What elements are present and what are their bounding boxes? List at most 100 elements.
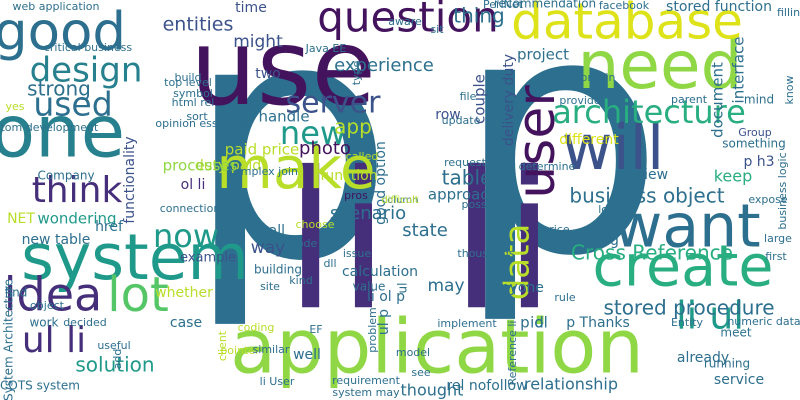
word-issue: issue bbox=[343, 247, 371, 260]
word-decided: decided bbox=[63, 316, 107, 329]
word-implement: implement bbox=[437, 317, 497, 330]
word-well: well bbox=[293, 347, 321, 363]
word-company: Company bbox=[37, 169, 94, 183]
word-ef: EF bbox=[309, 323, 322, 336]
word-meet: meet bbox=[720, 326, 751, 340]
word-java-ee: Java EE bbox=[305, 42, 347, 55]
word-lot: lot bbox=[107, 267, 169, 323]
word-top-level: top level bbox=[164, 76, 212, 89]
word-paid-price: paid price bbox=[225, 141, 300, 159]
word-see: see bbox=[411, 366, 430, 379]
word-good-option: good option bbox=[373, 141, 389, 225]
word-filling: filling bbox=[777, 6, 800, 19]
word-connection: connection bbox=[160, 202, 221, 215]
word-photo: photo bbox=[299, 138, 351, 159]
word-anyone: anyone bbox=[492, 280, 544, 296]
word-think: think bbox=[32, 170, 123, 211]
word-difficult: difficult bbox=[381, 195, 418, 206]
word-choose: choose bbox=[296, 218, 335, 231]
word-problem: problem bbox=[366, 307, 379, 353]
word-thousands: thousands bbox=[457, 247, 514, 260]
word-p: p bbox=[455, 0, 664, 328]
word-cots-system: COTS system bbox=[0, 379, 80, 393]
word-opinion-essential: opinion essential bbox=[155, 117, 248, 130]
word-work: work bbox=[29, 316, 58, 330]
word-new: new bbox=[280, 114, 346, 152]
word-time: time bbox=[235, 0, 267, 16]
word-already: already bbox=[677, 350, 729, 366]
word-load: load bbox=[598, 203, 622, 216]
word-using: using bbox=[581, 233, 619, 249]
word-might: might bbox=[233, 32, 283, 52]
word-determine: determine bbox=[519, 160, 576, 173]
word-provide: provide bbox=[559, 94, 601, 107]
word-make: make bbox=[216, 134, 375, 202]
word-li-ol-p: li ol p bbox=[367, 289, 405, 305]
word-use: use bbox=[190, 7, 376, 129]
word-net: NET bbox=[7, 211, 35, 227]
word-want: want bbox=[613, 192, 760, 262]
word-system: system bbox=[21, 221, 249, 294]
word-custom-development: custom development bbox=[0, 121, 99, 134]
word-li-ul: li ul bbox=[676, 294, 744, 338]
word-strong: strong bbox=[27, 77, 91, 101]
word-pointer: pointer bbox=[220, 344, 260, 357]
word-good: good bbox=[0, 2, 126, 63]
word-contain: contain bbox=[575, 71, 616, 84]
word-client: client bbox=[216, 330, 229, 361]
word-way: way bbox=[251, 238, 285, 258]
word-p-thanks: p Thanks bbox=[566, 315, 630, 331]
word-different: different bbox=[559, 132, 619, 148]
word-building: building bbox=[254, 263, 302, 277]
word-useful: useful bbox=[97, 339, 130, 352]
word-p: p bbox=[185, 0, 394, 333]
word-create: create bbox=[593, 234, 774, 300]
word-complex-join: complex join bbox=[228, 165, 298, 178]
word-web-application: web application bbox=[13, 0, 100, 13]
word-call: call bbox=[261, 223, 285, 239]
word-model: model bbox=[396, 346, 430, 359]
word-yes: yes bbox=[5, 100, 24, 113]
word-perlnet: PerlNet bbox=[483, 0, 524, 11]
word-expose: expose bbox=[748, 193, 788, 206]
word-function: function bbox=[320, 168, 377, 184]
word-value: value bbox=[353, 280, 386, 294]
word-know: know bbox=[783, 75, 796, 104]
word-experience: experience bbox=[334, 55, 434, 76]
word-interface: interface bbox=[730, 37, 748, 104]
word-add: add bbox=[111, 349, 124, 370]
word-server: server bbox=[286, 86, 382, 121]
word-similar: similar bbox=[253, 343, 290, 356]
word-href: href bbox=[95, 219, 124, 235]
word-ul: ul bbox=[396, 283, 410, 294]
word-system-may: system may bbox=[332, 386, 400, 399]
word-group: Group bbox=[738, 126, 772, 139]
word-p-ol: p ol bbox=[520, 314, 548, 332]
word-file: file bbox=[460, 90, 477, 103]
word-large: large bbox=[764, 232, 792, 245]
word-update: update bbox=[442, 114, 481, 127]
word-cross-reference: Cross Reference bbox=[571, 241, 733, 265]
word-calculation: calculation bbox=[342, 264, 418, 280]
word-mind: mind bbox=[744, 93, 774, 107]
word-table: table bbox=[442, 166, 493, 190]
word-rule: rule bbox=[554, 291, 576, 304]
word-ol-li: ol li bbox=[181, 177, 206, 193]
word-entities: entities bbox=[163, 14, 234, 36]
word-reference-li: Reference li bbox=[506, 320, 519, 385]
word-question: question bbox=[317, 0, 498, 42]
word-stored-function: stored function bbox=[666, 0, 772, 15]
word-whether: whether bbox=[155, 285, 213, 301]
word-first: first bbox=[765, 250, 787, 263]
word-project: project bbox=[517, 46, 569, 64]
word-system-architecture: System Architecture bbox=[2, 279, 16, 400]
word-used: used bbox=[33, 85, 112, 124]
word-design: design bbox=[30, 51, 143, 91]
word-application: application bbox=[230, 303, 644, 391]
word-object: object bbox=[30, 299, 65, 312]
word-will: will bbox=[562, 111, 664, 184]
word-html-rel: html rel bbox=[172, 96, 215, 109]
word-ul-p: ul p bbox=[376, 309, 392, 335]
word-parent: parent bbox=[671, 93, 708, 106]
word-solution: solution bbox=[75, 353, 154, 377]
